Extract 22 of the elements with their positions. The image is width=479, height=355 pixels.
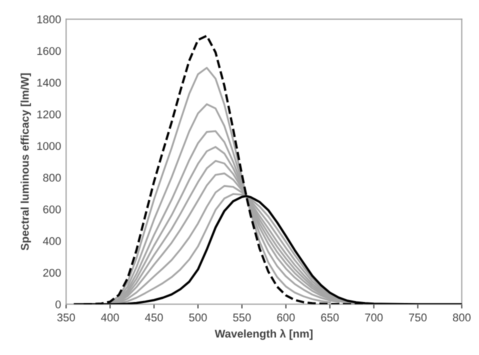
y-axis-title: Spectral luminous efficacy [lm/W] [20,73,31,250]
y-tick-label: 400 [42,237,61,246]
x-tick-label: 500 [189,314,207,322]
x-tick-label: 400 [101,314,119,322]
x-tick-label: 350 [57,314,75,322]
x-tick-label: 800 [452,314,471,322]
x-tick-label: 550 [233,314,251,322]
x-tick-label: 600 [277,314,295,322]
y-tick-label: 1400 [37,78,61,87]
x-axis-title: Wavelength λ [nm] [214,329,312,340]
x-tick-label: 450 [145,314,163,322]
y-tick-label: 1600 [37,47,61,55]
y-tick-label: 1000 [37,142,61,150]
x-tick-label: 650 [321,314,339,322]
y-tick-label: 200 [43,268,61,277]
y-tick-label: 800 [43,174,61,182]
y-tick-label: 600 [43,205,61,214]
x-tick-label: 750 [409,314,427,322]
x-tick-label: 700 [365,314,383,322]
y-tick-label: 0 [55,300,61,308]
y-tick-label: 1200 [37,110,61,118]
y-tick-label: 1800 [37,15,61,24]
